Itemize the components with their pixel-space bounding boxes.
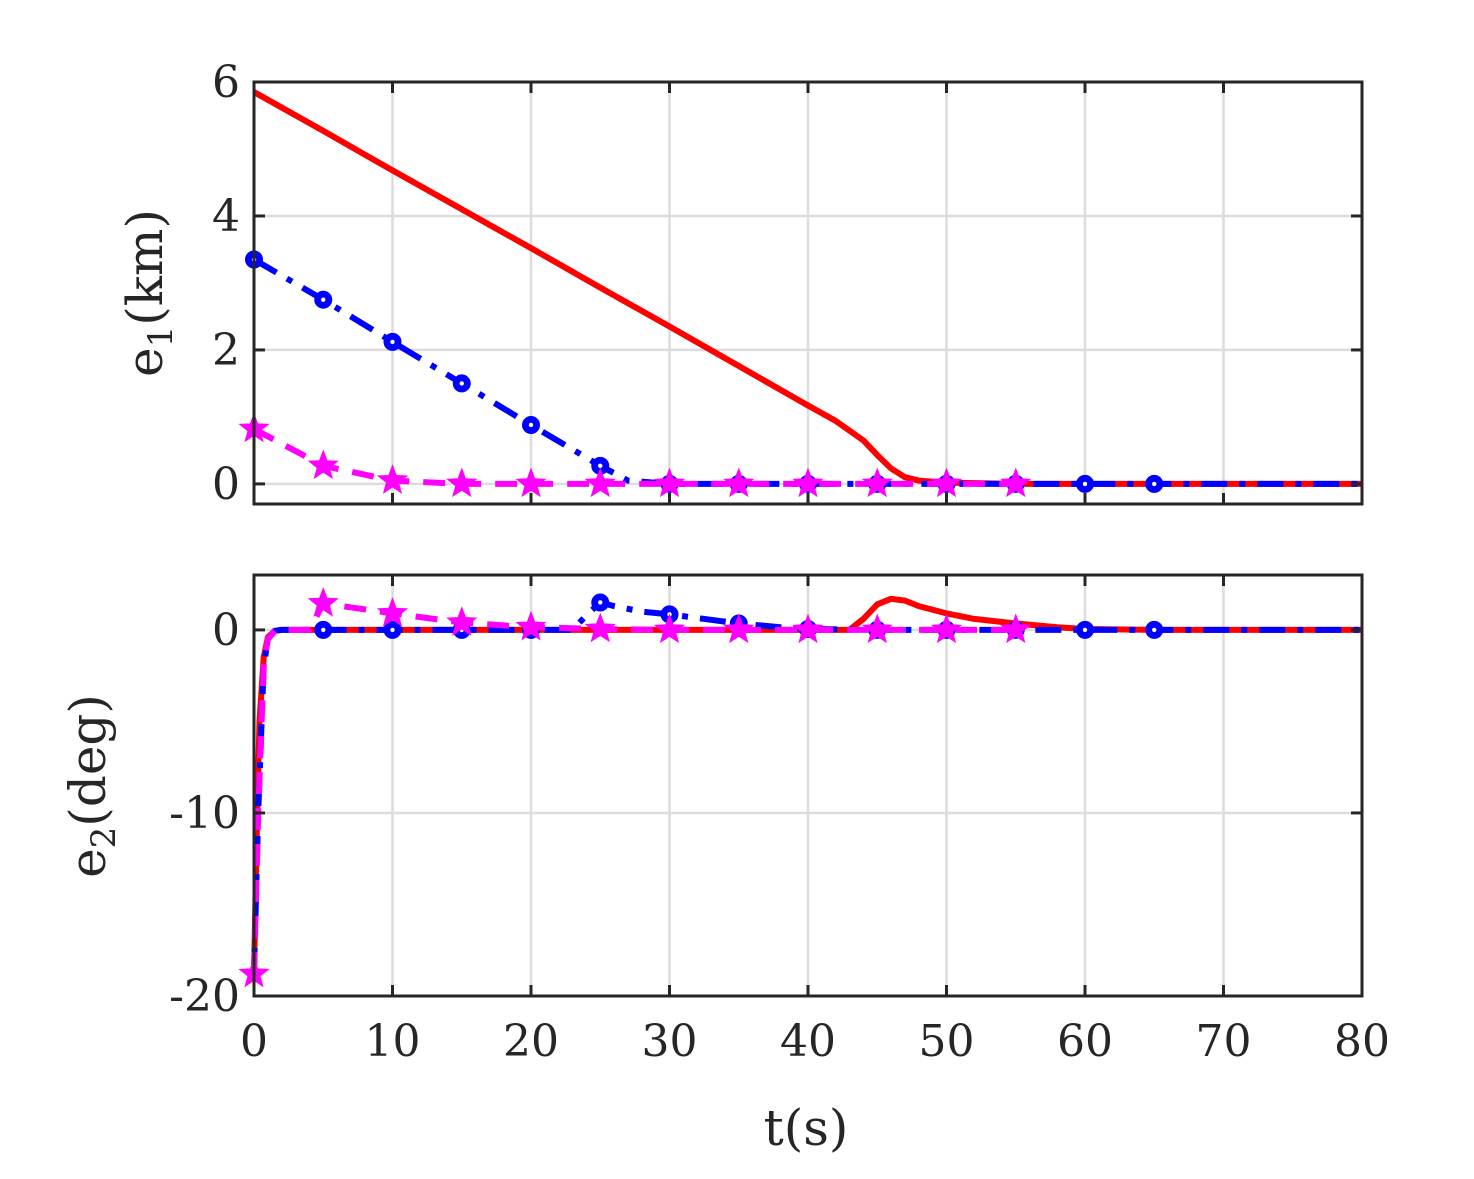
- y-tick-label: -20: [169, 971, 240, 1022]
- series-2-e2-marker-dot: [321, 627, 326, 633]
- ticks-e1: 0 2 4 6: [212, 57, 1364, 510]
- x-tick-label: 0: [240, 1016, 268, 1067]
- axes-e2: 0 10 20 30 40 50 60 70 80 -20 -10 0 e2(deg) t(s): [59, 573, 1390, 1157]
- series-3-e1-marker: [861, 467, 893, 498]
- y-label-unit-e2: (deg): [59, 694, 117, 827]
- series-layer-e2: [238, 586, 1362, 988]
- series-2-e2-marker-dot: [1082, 627, 1088, 633]
- series-2-e2-marker-dot: [598, 600, 603, 605]
- x-axis-label: t(s): [764, 1099, 849, 1157]
- series-3-e1-marker: [930, 467, 963, 498]
- y-tick-label: 6: [212, 57, 240, 108]
- y-tick-label: -10: [169, 788, 240, 839]
- y-axis-label-e1: e1(km): [116, 209, 181, 377]
- x-tick-label: 40: [780, 1016, 836, 1067]
- y-label-sub-e1: 1: [141, 326, 181, 348]
- series-3-e2-marker: [446, 606, 478, 636]
- series-2-e1-marker-dot: [459, 381, 464, 386]
- series-3-e2-marker: [376, 596, 409, 627]
- series-3-e2: [238, 586, 1032, 988]
- x-tick-label: 10: [365, 1016, 421, 1067]
- y-tick-label: 4: [212, 191, 240, 242]
- y-tick-label: 2: [212, 325, 240, 376]
- series-3-e2-marker: [653, 613, 686, 644]
- series-2-e1-marker-dot: [598, 463, 603, 469]
- x-tick-label: 60: [1057, 1016, 1113, 1067]
- series-2-e1-marker-dot: [390, 339, 395, 345]
- series-3-e1-marker: [792, 467, 824, 498]
- series-3-e1-marker: [584, 467, 616, 498]
- y-label-main-e1: e: [116, 347, 174, 377]
- series-3-e2-marker: [792, 613, 824, 644]
- series-3-e1-marker: [515, 467, 547, 498]
- series-3-e1-marker: [1000, 467, 1032, 498]
- y-label-main-e2: e: [59, 848, 117, 878]
- series-3-e2-marker: [307, 586, 339, 617]
- series-3-e1-marker: [307, 449, 339, 480]
- series-2-e1-marker-dot: [321, 297, 326, 302]
- series-3-e2-marker: [515, 610, 547, 641]
- x-tick-label: 50: [919, 1016, 975, 1067]
- y-tick-label: 0: [212, 459, 240, 510]
- series-3-e1-marker: [653, 467, 686, 498]
- series-3-e2-line: [251, 600, 1016, 975]
- series-2-e2-marker-dot: [390, 627, 395, 633]
- x-tick-label: 70: [1196, 1016, 1252, 1067]
- series-2-e1-marker-dot: [1152, 481, 1157, 487]
- series-2-e2-marker-dot: [1152, 627, 1157, 633]
- series-3-e1-marker: [446, 467, 478, 498]
- y-tick-label: 0: [212, 605, 240, 656]
- x-tick-label: 80: [1334, 1016, 1390, 1067]
- y-label-unit-e1: (km): [116, 209, 174, 326]
- series-3-e1-marker: [376, 464, 409, 494]
- series-2-e1-marker-dot: [1082, 481, 1088, 487]
- series-3-e2-marker: [930, 613, 963, 644]
- ticks-e2: 0 10 20 30 40 50 60 70 80 -20 -10 0: [169, 575, 1390, 1067]
- y-label-sub-e2: 2: [84, 827, 124, 849]
- axes-e1: 0 2 4 6 e1(km): [116, 57, 1364, 510]
- series-3-e2-marker: [584, 612, 616, 643]
- y-axis-label-e2: e2(deg): [59, 694, 124, 878]
- x-tick-label: 30: [642, 1016, 698, 1067]
- series-3-e2-marker: [723, 613, 755, 644]
- series-2-e1-marker-dot: [528, 422, 534, 428]
- series-layer-e1: [238, 89, 1362, 498]
- series-3-e2-marker: [861, 613, 893, 644]
- x-tick-label: 20: [503, 1016, 559, 1067]
- series-3-e1-marker: [723, 467, 755, 498]
- series-3-e2-marker: [1000, 613, 1032, 644]
